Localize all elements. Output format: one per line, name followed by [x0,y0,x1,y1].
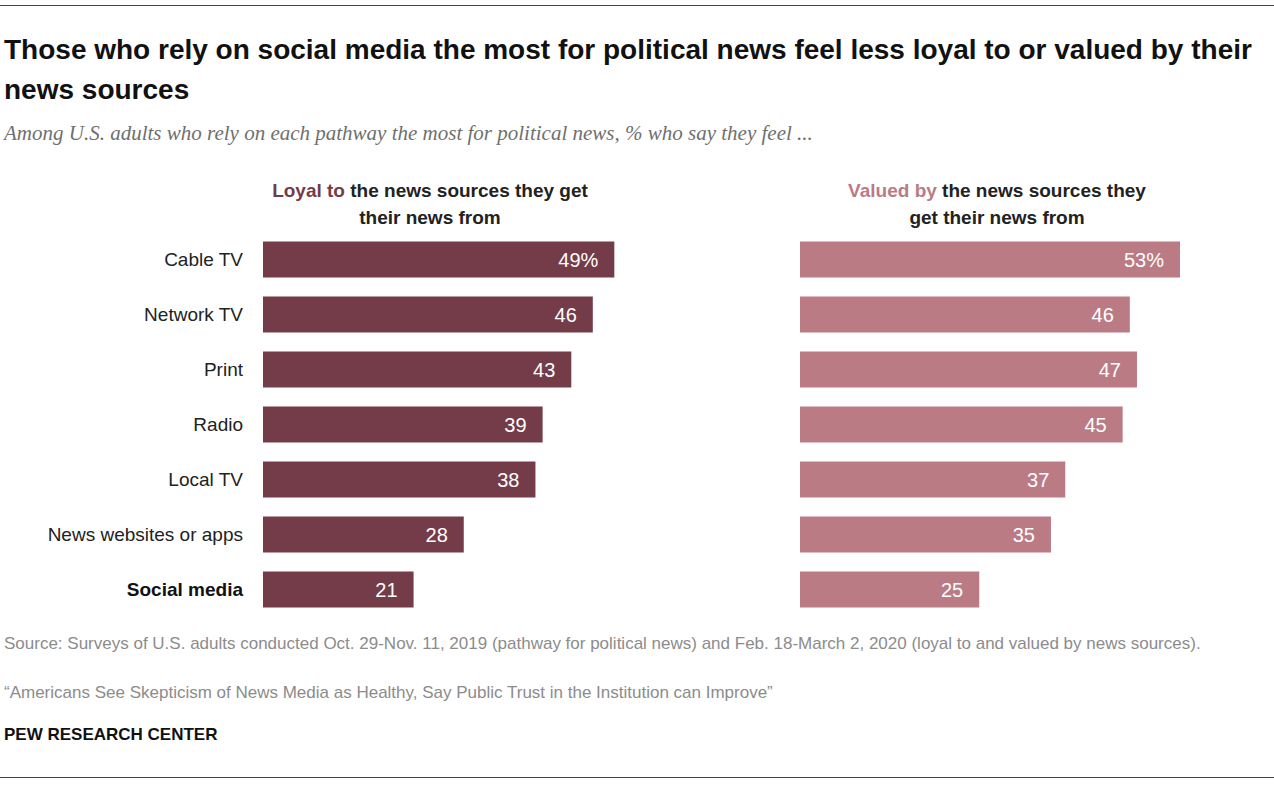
svg-text:46: 46 [555,304,577,326]
svg-text:25: 25 [941,579,963,601]
svg-text:37: 37 [1027,469,1049,491]
svg-text:35: 35 [1013,524,1035,546]
svg-text:28: 28 [426,524,448,546]
svg-text:53%: 53% [1124,249,1164,271]
svg-text:Social media: Social media [127,579,244,600]
svg-text:Local TV: Local TV [168,469,243,490]
html-text:Those who rely on social media: Those who rely on social media the most … [4,34,1252,105]
svg-text:43: 43 [533,359,555,381]
svg-text:News websites or apps: News websites or apps [48,524,243,545]
svg-text:Network TV: Network TV [144,304,243,325]
svg-text:Print: Print [204,359,244,380]
svg-text:47: 47 [1099,359,1121,381]
html-text:“Americans See Skepticism of N: “Americans See Skepticism of News Media … [4,683,773,702]
svg-text:45: 45 [1084,414,1106,436]
html-text:PEW RESEARCH CENTER: PEW RESEARCH CENTER [4,725,218,744]
svg-text:Radio: Radio [193,414,243,435]
svg-text:38: 38 [497,469,519,491]
svg-text:49%: 49% [558,249,598,271]
html-text:Valued by the news sources the: Valued by the news sources they get thei… [848,180,1146,228]
svg-text:21: 21 [375,579,397,601]
svg-text:46: 46 [1092,304,1114,326]
svg-text:Cable TV: Cable TV [164,249,243,270]
html-text:Loyal to the news sources they: Loyal to the news sources they get their… [272,180,588,228]
html-text:Among U.S. adults who rely on: Among U.S. adults who rely on each pathw… [4,121,813,145]
html-text:Source: Surveys of U.S. adults: Source: Surveys of U.S. adults conducted… [4,634,1201,653]
svg-text:39: 39 [504,414,526,436]
